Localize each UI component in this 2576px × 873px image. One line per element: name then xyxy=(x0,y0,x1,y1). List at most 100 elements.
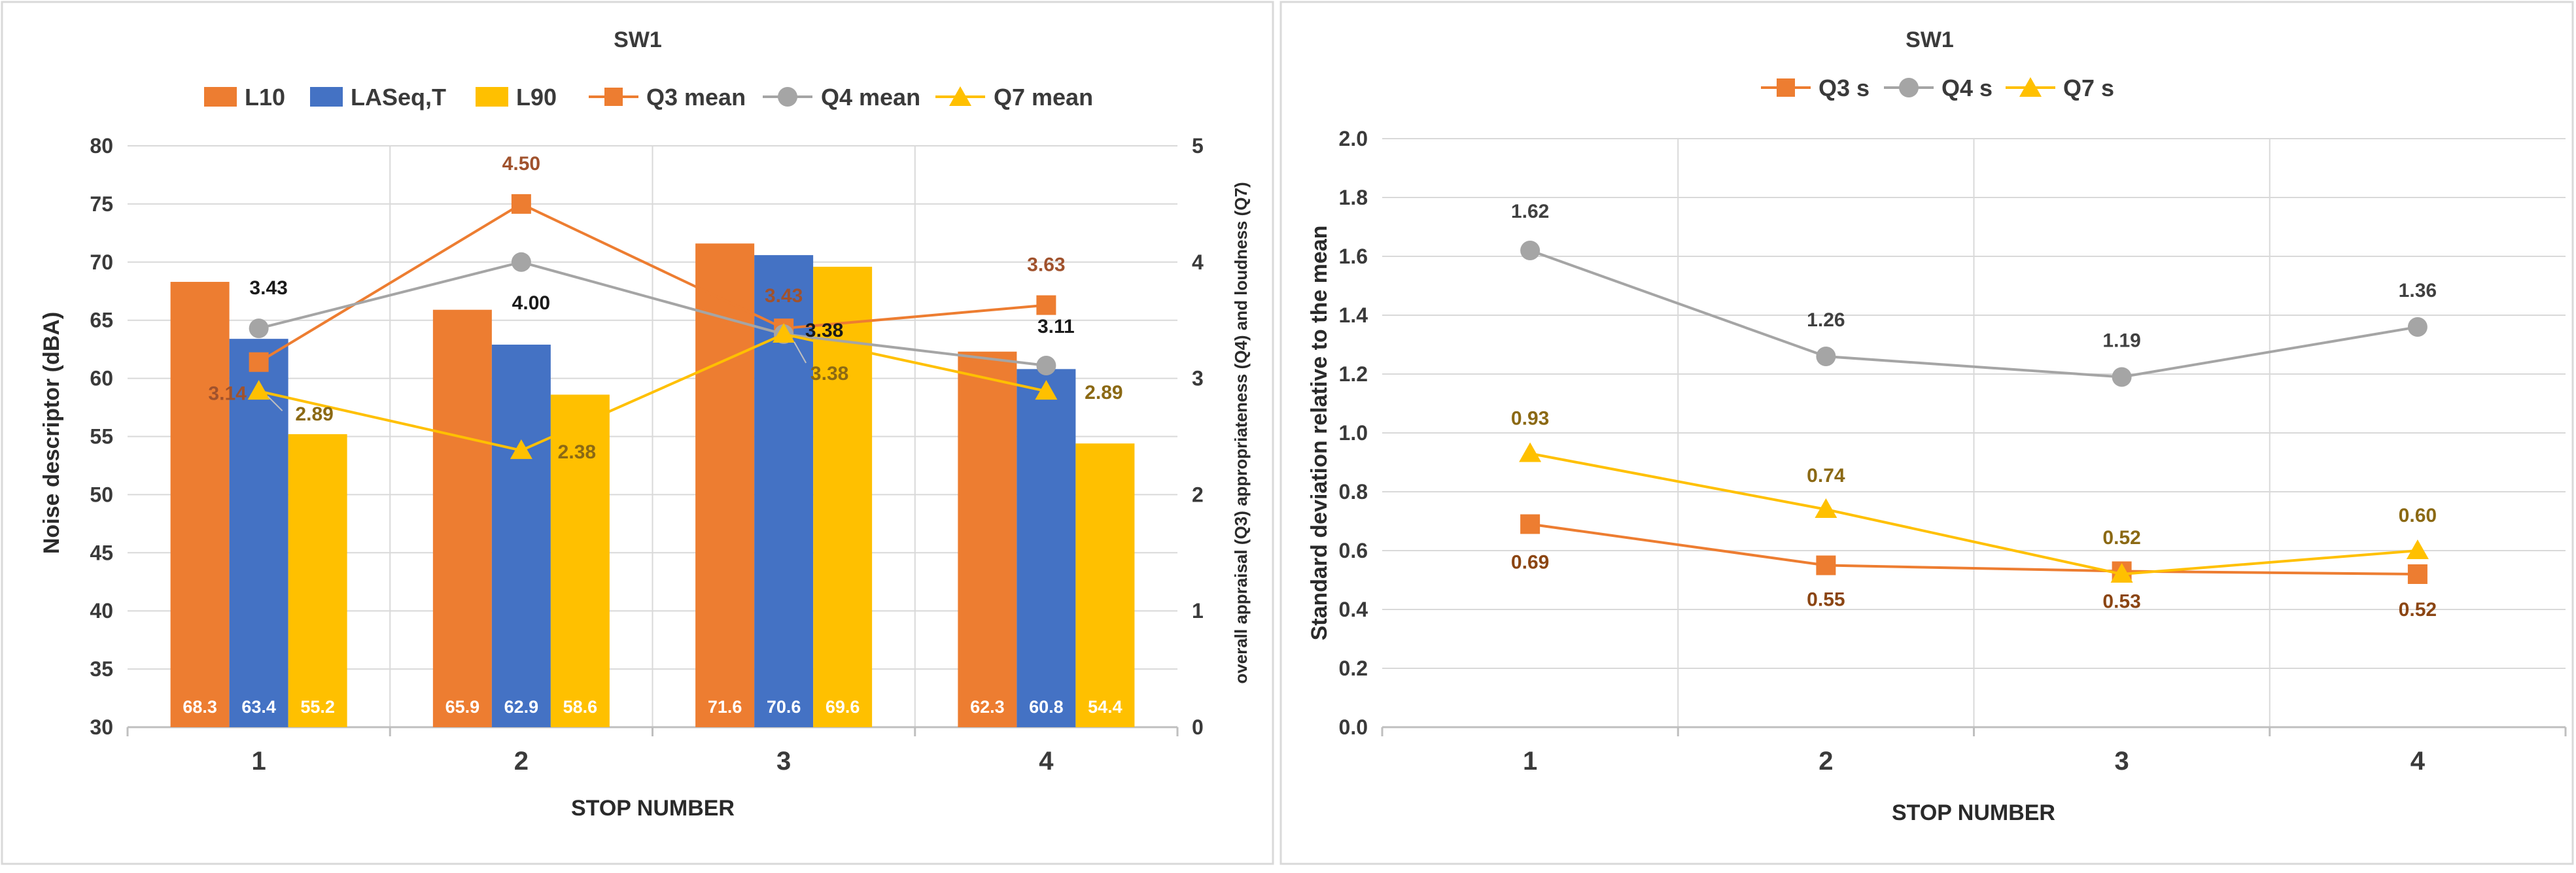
left-x-axis-title: STOP NUMBER xyxy=(571,796,735,821)
left-data-labels: 3.14 4.50 3.43 3.63 3.43 4.00 3.38 3.11 2.89 2.38… xyxy=(208,153,1123,463)
left-chart-title: SW1 xyxy=(614,27,662,52)
marker-q4-mean-stop-1 xyxy=(249,318,269,339)
right-axes: 0.0 0.2 0.4 0.6 0.8 1.0 1.2 1.4 1.6 1.8 2.0 1 2 3 4 xyxy=(1339,127,2567,776)
data-label-q3-s: 0.55 xyxy=(1807,589,1845,611)
bar-value-label: 58.6 xyxy=(563,697,598,717)
right-x-tick-label: 3 xyxy=(2115,747,2129,776)
left-lines xyxy=(247,194,1058,459)
left-y-axis-title: Noise descriptor (dBA) xyxy=(39,312,64,554)
right-y-tick-label: 1.0 xyxy=(1339,421,1368,445)
data-label-q3-mean: 3.63 xyxy=(1027,254,1065,276)
left-y-tick-label: 35 xyxy=(90,657,113,681)
marker-q4-s-stop-1 xyxy=(1520,241,1540,260)
left-y-tick-label: 60 xyxy=(90,367,113,390)
data-label-q3-s: 0.53 xyxy=(2102,591,2140,613)
marker-q3-s-stop-2 xyxy=(1816,555,1836,575)
bar-value-label: 65.9 xyxy=(445,697,480,717)
marker-q7-s-stop-2 xyxy=(1815,498,1837,518)
right-x-tick-label: 2 xyxy=(1819,747,1833,776)
legend-marker-q7s xyxy=(2019,77,2042,97)
data-label-q7-s: 0.74 xyxy=(1807,465,1845,487)
bar-value-label: 69.6 xyxy=(826,697,860,717)
right-y-axis-title: Standard deviation relative to the mean xyxy=(1307,226,1332,641)
left-y2-tick-label: 0 xyxy=(1192,715,1204,739)
right-y-tick-label: 0.6 xyxy=(1339,539,1368,562)
line-q4-s xyxy=(1529,249,2418,379)
marker-q7-mean-stop-3 xyxy=(773,323,795,343)
data-label-q4-s: 1.36 xyxy=(2399,280,2437,301)
legend-marker-q7 xyxy=(949,86,971,106)
bar-l90-stop-2 xyxy=(550,394,610,727)
data-label-q7-mean: 2.89 xyxy=(1085,382,1123,403)
data-label-q3-s: 0.69 xyxy=(1511,552,1549,573)
right-x-tick-label: 4 xyxy=(2411,747,2426,776)
left-y-tick-label: 65 xyxy=(90,309,113,332)
left-chart: SW1 L10 LASeq,T L90 Q3 mean Q4 mean Q7 m… xyxy=(39,27,1251,821)
left-y-tick-label: 55 xyxy=(90,425,113,449)
data-label-q7-mean: 2.89 xyxy=(295,403,333,425)
marker-q3-s-stop-1 xyxy=(1520,514,1540,534)
marker-q3-mean-stop-4 xyxy=(1036,295,1056,315)
right-data-labels: 0.69 0.55 0.53 0.52 1.62 1.26 1.19 1.36 0.93 0.74… xyxy=(1511,201,2437,621)
left-x-tick-label: 2 xyxy=(514,747,529,776)
marker-q7-s-stop-3 xyxy=(2110,563,2133,583)
left-y-tick-label: 50 xyxy=(90,483,113,506)
right-y-tick-label: 0.2 xyxy=(1339,657,1368,680)
right-gridlines xyxy=(1382,138,2566,727)
data-label-q4-mean: 4.00 xyxy=(512,292,550,314)
bar-l10-stop-4 xyxy=(958,351,1017,727)
bar-value-label: 62.9 xyxy=(504,697,539,717)
bar-value-label: 68.3 xyxy=(183,697,217,717)
bar-value-label: 54.4 xyxy=(1088,697,1123,717)
data-label-q7-s: 0.52 xyxy=(2102,527,2140,549)
data-label-q4-mean: 3.38 xyxy=(805,320,843,341)
right-chart-title: SW1 xyxy=(1906,27,1954,52)
marker-q7-mean-stop-1 xyxy=(247,380,270,400)
marker-q4-s-stop-3 xyxy=(2112,367,2132,387)
right-x-tick-label: 1 xyxy=(1523,747,1537,776)
marker-q4-mean-stop-2 xyxy=(511,252,531,272)
bar-l10-stop-1 xyxy=(170,282,230,727)
bar-laseq-t-stop-1 xyxy=(229,339,288,727)
left-y2-tick-label: 5 xyxy=(1192,134,1204,158)
data-label-q3-mean: 3.14 xyxy=(208,383,247,405)
marker-q7-s-stop-1 xyxy=(1519,442,1542,462)
marker-q4-mean-stop-4 xyxy=(1036,356,1056,376)
label-leader-line xyxy=(793,341,807,364)
right-chart: SW1 Q3 s Q4 s Q7 s 0.0 0.2 0.4 0.6 0.8 1.0 1.2… xyxy=(1307,27,2567,825)
line-q3-s xyxy=(1529,522,2418,575)
left-legend: L10 LASeq,T L90 Q3 mean Q4 mean Q7 mean xyxy=(204,84,1093,111)
legend-swatch-laseq xyxy=(310,87,343,107)
data-label-q7-s: 0.93 xyxy=(1511,408,1549,430)
bar-value-label: 55.2 xyxy=(300,697,335,717)
bar-l90-stop-4 xyxy=(1075,443,1135,727)
left-y-tick-label: 40 xyxy=(90,599,113,623)
legend-marker-q3 xyxy=(604,88,623,106)
line-q7-mean xyxy=(258,332,1047,452)
legend-swatch-l90 xyxy=(476,87,508,107)
left-x-tick-label: 3 xyxy=(776,747,791,776)
data-label-q4-mean: 3.43 xyxy=(249,277,287,299)
right-y-tick-label: 1.2 xyxy=(1339,362,1368,386)
marker-q4-s-stop-4 xyxy=(2407,317,2428,337)
right-y-tick-label: 1.6 xyxy=(1339,245,1368,268)
marker-q7-mean-stop-4 xyxy=(1035,380,1058,400)
legend-marker-q3s xyxy=(1777,78,1795,97)
bar-value-label: 62.3 xyxy=(970,697,1005,717)
marker-q7-s-stop-4 xyxy=(2406,539,2429,559)
line-q7-s xyxy=(1529,452,2418,576)
right-legend: Q3 s Q4 s Q7 s xyxy=(1761,75,2114,101)
bar-laseq-t-stop-4 xyxy=(1017,369,1076,727)
label-leader-line xyxy=(267,396,283,411)
data-label-q7-s: 0.60 xyxy=(2399,505,2437,526)
data-label-q3-mean: 4.50 xyxy=(502,153,540,175)
left-y-tick-label: 30 xyxy=(90,715,113,739)
marker-q7-mean-stop-2 xyxy=(510,439,532,459)
marker-q3-mean-stop-2 xyxy=(511,194,531,214)
legend-swatch-l10 xyxy=(204,87,237,107)
right-y-tick-label: 0.8 xyxy=(1339,480,1368,504)
right-y-tick-label: 2.0 xyxy=(1339,127,1368,150)
line-q4-mean xyxy=(258,260,1047,368)
right-y-tick-label: 0.4 xyxy=(1339,598,1368,621)
